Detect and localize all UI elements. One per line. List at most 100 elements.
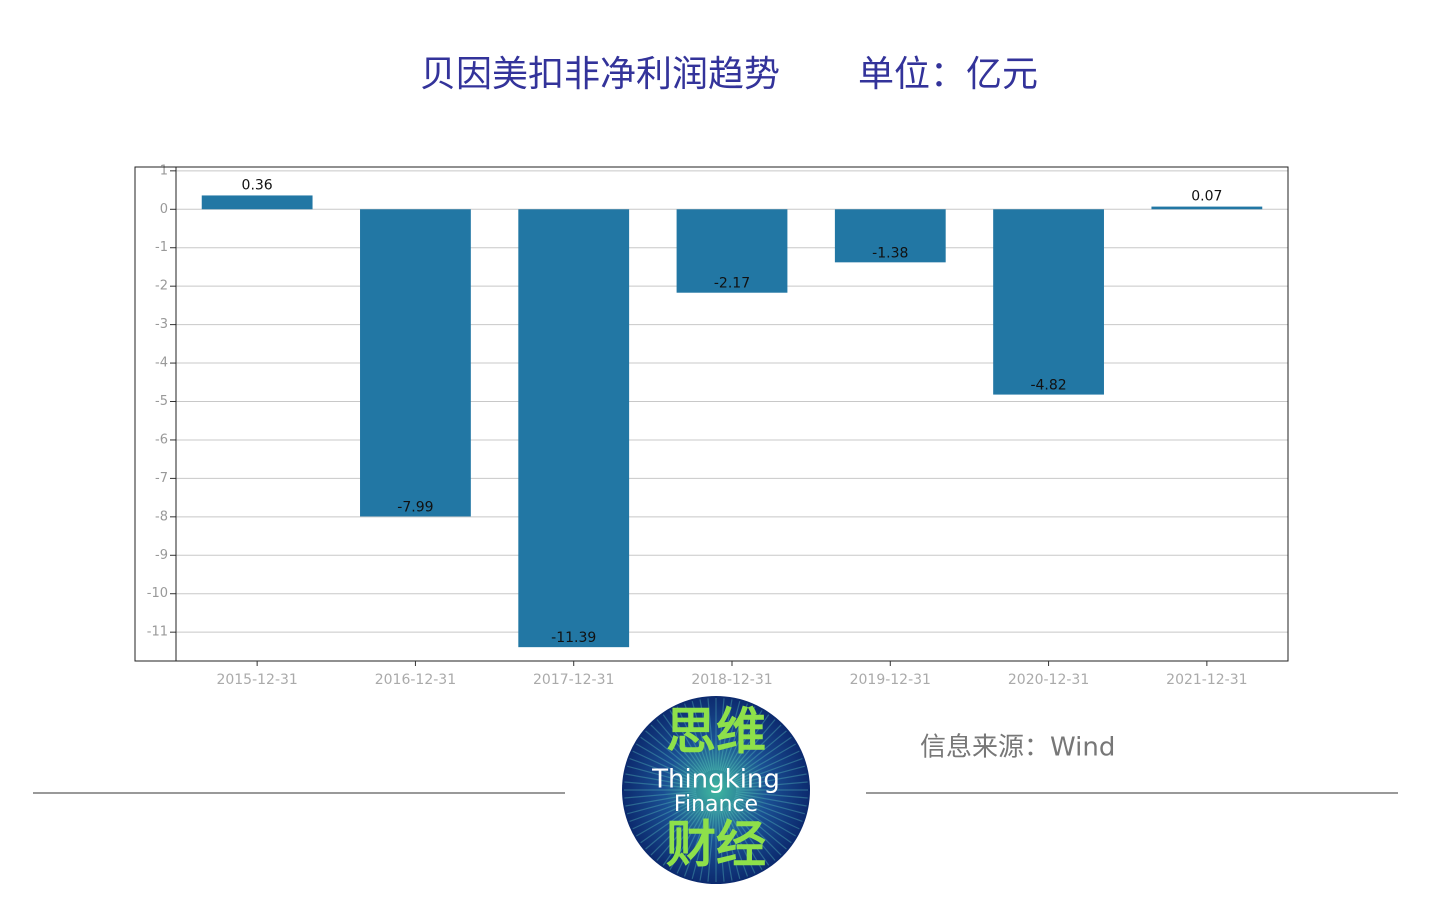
logo-ray <box>662 714 706 774</box>
logo-ray <box>722 703 749 772</box>
logo-ray <box>728 804 776 861</box>
logo-ray <box>624 791 697 799</box>
logo-text: Thingking <box>651 765 780 795</box>
logo-ray <box>699 809 714 881</box>
value-label: -1.38 <box>872 245 908 261</box>
logo-ray <box>626 794 697 815</box>
logo-ray <box>676 807 709 874</box>
logo-ray <box>728 719 776 776</box>
logo-ray <box>656 804 704 861</box>
logo-ray <box>707 698 715 771</box>
logo-ray <box>735 792 807 807</box>
logo-ray <box>650 803 703 856</box>
logo-ray <box>735 794 806 815</box>
logo-ray <box>632 750 699 783</box>
logo-ray <box>636 743 699 781</box>
x-tick-label: 2015-12-31 <box>216 672 297 688</box>
logo-ray <box>718 699 733 771</box>
logo-ray <box>735 765 806 786</box>
logo-ray <box>632 797 699 830</box>
logo-ray <box>733 750 800 783</box>
logo-ray <box>629 796 698 823</box>
value-label: -4.82 <box>1030 378 1066 394</box>
logo-ray <box>669 807 707 870</box>
logo-ray <box>717 698 725 771</box>
logo-ray <box>723 807 756 874</box>
y-tick-label: -6 <box>155 432 168 447</box>
logo <box>622 696 810 884</box>
logo-rays <box>624 698 808 882</box>
logo-ray <box>720 809 741 880</box>
logo-ray <box>733 743 796 781</box>
logo-ray <box>683 808 710 877</box>
logo-ray <box>676 706 709 773</box>
y-tick-label: -5 <box>155 394 168 409</box>
logo-ray <box>640 736 700 780</box>
logo-ray <box>729 724 782 777</box>
value-label: -2.17 <box>714 276 750 292</box>
logo-ray <box>726 714 770 774</box>
logo-ray <box>691 700 712 771</box>
logo-ray <box>732 736 792 780</box>
x-tick-label: 2017-12-31 <box>533 672 614 688</box>
value-label: 0.36 <box>242 177 273 193</box>
logo-ray <box>734 757 803 784</box>
y-tick-label: -1 <box>155 240 168 255</box>
logo-ray <box>645 802 702 850</box>
logo-ray <box>656 719 704 776</box>
logo-ray <box>730 802 787 850</box>
logo-text: Finance <box>674 792 758 817</box>
value-label: 0.07 <box>1191 189 1222 205</box>
logo-ray <box>717 809 725 882</box>
logo-ray <box>722 808 749 877</box>
y-tick-label: -7 <box>155 471 168 486</box>
bar <box>1151 206 1263 210</box>
logo-ray <box>734 796 803 823</box>
logo-ray <box>625 773 697 788</box>
logo-ray <box>726 806 770 866</box>
plot-frame <box>134 166 1289 662</box>
logo-ray <box>699 699 714 771</box>
logo-ray <box>735 791 808 799</box>
logo-ray <box>730 730 787 778</box>
logo-ray <box>725 807 763 870</box>
logo-ray <box>636 799 699 837</box>
logo-ray <box>733 797 800 830</box>
logo-ray <box>735 773 807 788</box>
logo-ray <box>669 710 707 773</box>
chart-unit: 单位：亿元 <box>858 54 1038 95</box>
logo-ray <box>707 809 715 882</box>
logo-ray <box>691 809 712 880</box>
logo-ray <box>650 724 703 777</box>
logo-ray <box>735 781 808 789</box>
logo-ray <box>725 710 763 773</box>
logo-ray <box>732 800 792 844</box>
logo-ray <box>729 803 782 856</box>
logo-ray <box>720 700 741 771</box>
bar <box>834 209 946 263</box>
x-tick-label: 2018-12-31 <box>691 672 772 688</box>
logo-ray <box>683 703 710 772</box>
x-tick-label: 2020-12-31 <box>1008 672 1089 688</box>
y-tick-label: -3 <box>155 317 168 332</box>
logo-ray <box>624 781 697 789</box>
bar <box>360 209 471 517</box>
x-tick-label: 2019-12-31 <box>850 672 931 688</box>
logo-ray <box>625 792 697 807</box>
y-tick-label: -9 <box>155 548 168 563</box>
logo-text: 思维 <box>666 703 766 761</box>
logo-ray <box>723 706 756 773</box>
bar <box>993 209 1104 395</box>
x-tick-label: 2016-12-31 <box>375 672 456 688</box>
logo-ray <box>626 765 697 786</box>
logo-ray <box>718 809 733 881</box>
y-tick-label: -10 <box>147 586 168 601</box>
bar <box>201 195 313 210</box>
value-label: -7.99 <box>397 499 433 515</box>
logo-ray <box>629 757 698 784</box>
logo-ray <box>645 730 702 778</box>
logo-ray <box>733 799 796 837</box>
logo-text: 财经 <box>666 816 766 874</box>
logo-ray <box>662 806 706 866</box>
